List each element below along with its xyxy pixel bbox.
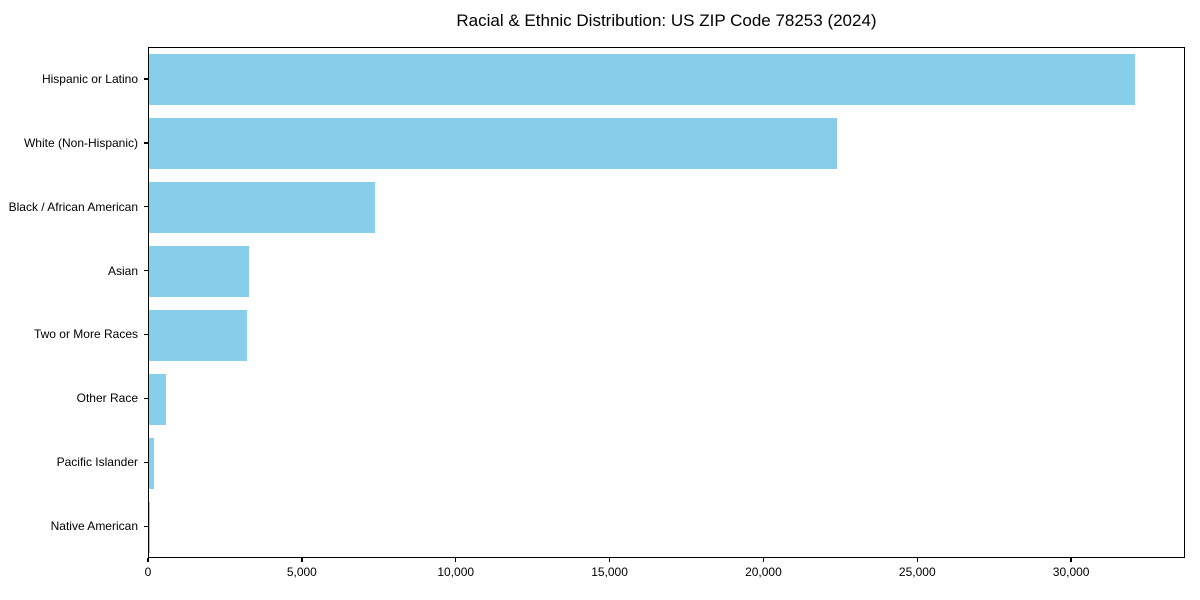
x-tick-mark <box>1070 558 1072 562</box>
x-tick-mark <box>147 558 149 562</box>
y-tick-label: Native American <box>50 519 138 534</box>
y-tick-mark <box>144 461 148 463</box>
y-tick-label: White (Non-Hispanic) <box>23 135 138 150</box>
y-tick-label: Black / African American <box>8 199 138 214</box>
x-tick-mark <box>762 558 765 562</box>
y-tick-label: Other Race <box>76 391 138 406</box>
x-tick-label: 0 <box>144 565 152 579</box>
y-tick-label: Pacific Islander <box>56 455 138 470</box>
y-tick-mark <box>144 525 148 527</box>
bar <box>149 501 151 553</box>
bar <box>149 373 167 425</box>
y-tick-mark <box>144 270 148 272</box>
y-tick-mark <box>144 206 148 208</box>
x-tick-mark <box>916 558 918 562</box>
plot-area <box>148 47 1185 558</box>
x-tick-mark <box>455 558 457 562</box>
bar <box>149 246 250 298</box>
x-tick-label: 5,000 <box>286 565 317 579</box>
y-tick-mark <box>144 78 148 80</box>
x-tick-label: 15,000 <box>591 565 628 579</box>
bar <box>149 309 248 361</box>
y-tick-mark <box>144 333 148 336</box>
x-tick-label: 25,000 <box>898 565 936 579</box>
chart-title: Racial & Ethnic Distribution: US ZIP Cod… <box>456 11 877 30</box>
y-tick-label: Asian <box>107 263 138 278</box>
x-tick-label: 30,000 <box>1052 565 1090 579</box>
bar <box>149 54 1135 106</box>
x-tick-label: 10,000 <box>437 565 475 579</box>
y-tick-mark <box>144 142 148 144</box>
x-tick-label: 20,000 <box>745 565 782 579</box>
bar <box>149 118 837 170</box>
y-tick-label: Two or More Races <box>33 327 138 342</box>
y-tick-label: Hispanic or Latino <box>41 71 138 86</box>
bar <box>149 182 375 234</box>
bar <box>149 437 154 489</box>
y-tick-mark <box>144 397 148 400</box>
x-tick-mark <box>301 558 303 562</box>
x-tick-mark <box>608 558 611 562</box>
